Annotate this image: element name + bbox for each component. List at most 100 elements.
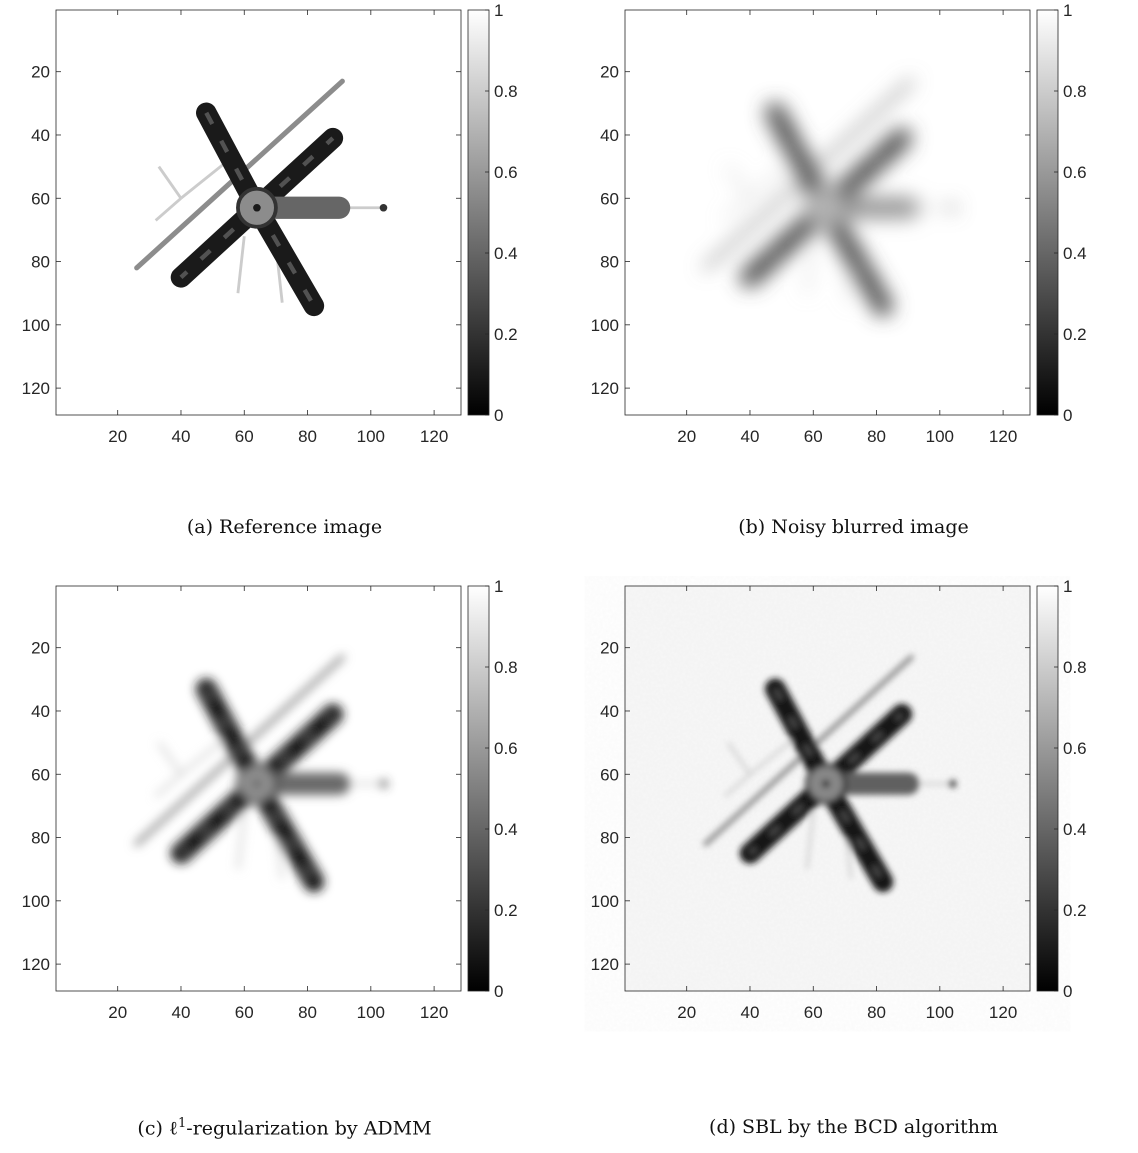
heatmap-tip	[379, 203, 388, 212]
axes-frame	[624, 585, 1031, 992]
x-tick-label: 80	[298, 427, 317, 446]
colorbar-tick-label: 0.4	[1063, 244, 1087, 263]
x-tick-label: 80	[867, 427, 886, 446]
heatmap-object	[134, 654, 388, 893]
y-tick-label: 100	[22, 892, 50, 911]
y-tick-label: 20	[31, 639, 50, 658]
colorbar-tick-label: 0	[1063, 982, 1072, 1001]
colorbar-tick-label: 0	[1063, 406, 1072, 425]
x-tick-label: 120	[420, 427, 448, 446]
caption-a: (a) Reference image	[186, 516, 383, 538]
heatmap-strut	[180, 735, 230, 776]
y-tick-label: 40	[600, 126, 619, 145]
caption-c: (c) ℓ1-regularization by ADMM	[0, 1116, 569, 1140]
heatmap-strut	[154, 197, 182, 222]
colorbar-tick-label: 1	[494, 1, 503, 20]
y-tick-label: 100	[591, 892, 619, 911]
heatmap-tip	[948, 203, 957, 212]
heatmap-plot-d: 20 40 60 80 100 120 20 40 60 80 100 120 0 0.2 0.4 0.6 0.…	[591, 577, 1087, 1022]
heatmap-object	[703, 654, 957, 893]
colorbar-tick-label: 0.4	[1063, 820, 1087, 839]
heatmap-plot-a: 20 40 60 80 100 120 20 40 60 80 100 120 0 0.2 0.4 0.6 0.…	[22, 1, 518, 446]
x-tick-label: 60	[235, 1003, 254, 1022]
heatmap-plot-b: 20 40 60 80 100 120 20 40 60 80 100 120 0 0.2 0.4 0.6 0.…	[591, 1, 1087, 446]
y-tick-label: 120	[22, 955, 50, 974]
x-tick-label: 40	[741, 427, 760, 446]
y-tick-label: 80	[31, 829, 50, 848]
colorbar-tick-label: 0.6	[494, 163, 518, 182]
x-tick-label: 20	[108, 427, 127, 446]
colorbar-tick-label: 1	[1063, 577, 1072, 596]
y-tick-label: 80	[600, 253, 619, 272]
x-tick-label: 100	[926, 427, 954, 446]
heatmap-strut	[749, 159, 799, 200]
x-tick-label: 100	[357, 427, 385, 446]
y-tick-label: 120	[22, 379, 50, 398]
x-tick-label: 60	[804, 427, 823, 446]
heatmap-strut	[236, 236, 246, 294]
colorbar-tick-label: 0.8	[494, 658, 518, 677]
caption-d: (d) SBL by the BCD algorithm	[709, 1116, 998, 1138]
x-tick-label: 80	[867, 1003, 886, 1022]
x-tick-label: 40	[741, 1003, 760, 1022]
colorbar-tick-label: 0.6	[1063, 163, 1087, 182]
colorbar-tick-label: 0.2	[494, 901, 518, 920]
y-tick-label: 100	[591, 316, 619, 335]
heatmap-strut	[157, 165, 183, 200]
heatmap-tip	[379, 779, 388, 788]
heatmap-strut	[805, 236, 815, 294]
heatmap-hub-center	[253, 779, 261, 788]
heatmap-hub-center	[253, 203, 261, 212]
y-tick-label: 60	[600, 189, 619, 208]
y-tick-label: 40	[31, 702, 50, 721]
x-tick-label: 120	[989, 1003, 1017, 1022]
panel-reference-image: 20 40 60 80 100 120 20 40 60 80 100 120 0 0.2 0.4 0.6 0.…	[0, 0, 569, 576]
colorbar-tick-label: 1	[494, 577, 503, 596]
axes-frame	[55, 585, 462, 992]
colorbar-tick-label: 0.4	[494, 244, 518, 263]
panel-sbl-bcd: 20 40 60 80 100 120 20 40 60 80 100 120 0 0.2 0.4 0.6 0.…	[569, 576, 1138, 1153]
y-tick-label: 20	[31, 63, 50, 82]
x-tick-label: 20	[677, 1003, 696, 1022]
colorbar-tick-label: 0.2	[1063, 325, 1087, 344]
colorbar-tick-label: 1	[1063, 1, 1072, 20]
colorbar-tick-label: 0.2	[1063, 901, 1087, 920]
colorbar-tick-label: 0.2	[494, 325, 518, 344]
heatmap-strut	[180, 159, 230, 200]
colorbar-tick-label: 0.6	[494, 739, 518, 758]
axes-frame	[624, 9, 1031, 416]
y-tick-label: 120	[591, 955, 619, 974]
heatmap-object	[703, 78, 957, 317]
panel-l1-admm: 20 40 60 80 100 120 20 40 60 80 100 120 0 0.2 0.4 0.6 0.…	[0, 576, 569, 1153]
colorbar	[1036, 9, 1059, 416]
x-tick-label: 100	[357, 1003, 385, 1022]
heatmap-hub-center	[822, 779, 830, 788]
y-tick-label: 80	[31, 253, 50, 272]
x-tick-label: 20	[677, 427, 696, 446]
heatmap-strut	[726, 741, 752, 776]
y-tick-label: 60	[31, 765, 50, 784]
caption-c-sup: 1	[178, 1116, 187, 1131]
x-tick-label: 80	[298, 1003, 317, 1022]
heatmap-strut	[723, 773, 751, 798]
colorbar-tick-label: 0	[494, 982, 503, 1001]
y-tick-label: 80	[600, 829, 619, 848]
heatmap-strut	[726, 165, 752, 200]
y-tick-label: 40	[600, 702, 619, 721]
x-tick-label: 60	[804, 1003, 823, 1022]
colorbar-tick-label: 0	[494, 406, 503, 425]
x-tick-label: 100	[926, 1003, 954, 1022]
x-tick-label: 40	[172, 427, 191, 446]
x-tick-label: 120	[989, 427, 1017, 446]
colorbar	[1036, 585, 1059, 992]
y-tick-label: 100	[22, 316, 50, 335]
x-tick-label: 60	[235, 427, 254, 446]
heatmap-strut	[805, 812, 815, 870]
caption-c-prefix: (c) ℓ	[137, 1117, 179, 1140]
y-tick-label: 60	[600, 765, 619, 784]
heatmap-strut	[723, 197, 751, 222]
heatmap-strut	[749, 735, 799, 776]
heatmap-strut	[154, 773, 182, 798]
colorbar-tick-label: 0.6	[1063, 739, 1087, 758]
heatmap-strut	[236, 812, 246, 870]
